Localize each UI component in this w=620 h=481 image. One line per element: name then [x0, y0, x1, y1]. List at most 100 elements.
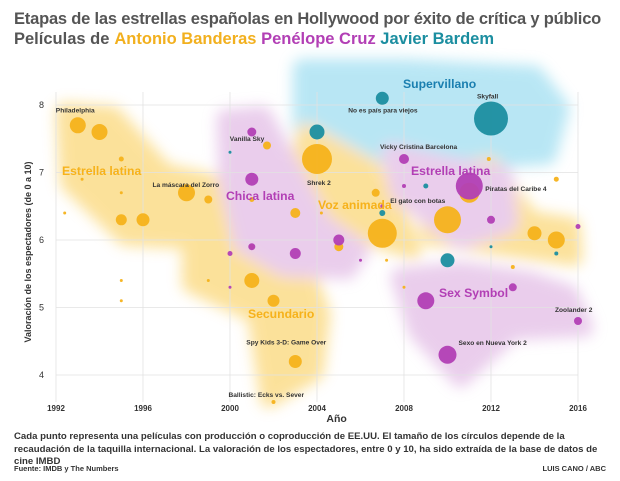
bubble-bardem — [440, 253, 455, 268]
bubble-banderas — [91, 124, 108, 140]
bubble-cruz — [380, 204, 385, 209]
film-label: Vicky Cristina Barcelona — [380, 144, 458, 151]
bubble-cruz — [575, 224, 581, 229]
bubble-bardem — [228, 150, 232, 154]
bubble-cruz — [508, 283, 517, 292]
bubble-banderas — [119, 279, 123, 282]
bubble-cruz — [245, 172, 259, 186]
bubble-banderas — [510, 265, 515, 269]
film-label: La máscara del Zorro — [153, 182, 220, 189]
bubble-chart: 4 5 6 7 8 1992 1996 2000 2004 2008 2012 2016 Año Valo… — [23, 58, 594, 425]
bubble-bardem — [375, 91, 389, 105]
bubble-cruz — [455, 172, 483, 200]
chart-title: Etapas de las estrellas españolas en Hol… — [14, 10, 602, 28]
bubble-cruz — [359, 258, 362, 262]
film-label: Vanilla Sky — [230, 136, 265, 143]
y-tick-label: 6 — [39, 235, 44, 245]
bubble-bardem — [554, 251, 559, 256]
bubble-banderas — [367, 218, 397, 248]
bubble-banderas — [486, 157, 491, 161]
bubble-cruz — [438, 345, 457, 364]
subtitle-prefix: Películas de — [14, 30, 110, 48]
bubble-banderas — [434, 206, 461, 234]
bubble-cruz — [248, 243, 256, 251]
bubble-banderas — [290, 208, 301, 218]
film-label: Skyfall — [477, 94, 498, 101]
bubble-banderas — [271, 400, 276, 404]
bubble-banderas — [371, 188, 380, 197]
film-label: Piratas del Caribe 4 — [485, 186, 547, 193]
zone-label: Chica latina — [226, 189, 295, 203]
bubble-bardem — [474, 101, 508, 136]
y-tick-label: 4 — [39, 370, 44, 380]
bubble-cruz — [574, 317, 582, 325]
bubble-banderas — [267, 294, 280, 307]
zone-label: Supervillano — [403, 77, 476, 91]
film-label: Spy Kids 3-D: Game Over — [246, 340, 326, 347]
bubble-banderas — [244, 273, 260, 288]
axes-layer: 4 5 6 7 8 1992 1996 2000 2004 2008 2012 2016 Año Valo… — [23, 100, 587, 425]
zone-shape — [181, 241, 331, 408]
footnote: Cada punto representa una películas con … — [14, 431, 598, 468]
film-label: Shrek 2 — [307, 180, 331, 187]
zone-label: Secundario — [248, 307, 314, 321]
film-label: Ballistic: Ecks vs. Sever — [229, 392, 305, 399]
bubble-bardem — [379, 210, 386, 216]
y-tick-label: 7 — [39, 168, 44, 178]
bubble-banderas — [115, 214, 127, 226]
x-tick-label: 2000 — [221, 404, 239, 413]
bubble-banderas — [204, 195, 213, 204]
zone-label: Voz animada — [318, 198, 392, 212]
legend-banderas: Antonio Banderas — [114, 30, 257, 48]
bubble-cruz — [227, 251, 233, 256]
bubble-banderas — [118, 156, 124, 162]
x-axis-label: Año — [326, 413, 346, 425]
credit: LUIS CANO / ABC — [542, 464, 606, 473]
y-axis-label: Valoración de los espectadores (de 0 a 1… — [23, 161, 33, 342]
film-label: El gato con botas — [390, 198, 445, 205]
bubble-banderas — [136, 213, 150, 227]
bubble-cruz — [399, 154, 409, 164]
x-tick-label: 1996 — [134, 404, 152, 413]
legend-cruz: Penélope Cruz — [261, 30, 376, 48]
zone-label: Sex Symbol — [439, 286, 508, 300]
bubble-banderas — [206, 279, 210, 282]
bubble-cruz — [333, 234, 345, 246]
x-tick-label: 2004 — [308, 404, 326, 413]
x-tick-label: 2012 — [482, 404, 500, 413]
bubble-bardem — [423, 183, 429, 189]
film-label: Sexo en Nueva York 2 — [459, 340, 528, 347]
bubble-banderas — [553, 176, 559, 182]
bubble-cruz — [487, 215, 495, 224]
film-label: Philadelphia — [56, 107, 95, 114]
bubble-banderas — [119, 191, 123, 195]
bubble-banderas — [319, 211, 323, 215]
bubble-banderas — [385, 258, 389, 262]
bubble-banderas — [263, 141, 271, 150]
x-tick-label: 2016 — [569, 404, 587, 413]
bubble-cruz — [289, 248, 301, 259]
zone-label: Estrella latina — [411, 164, 490, 178]
bubble-banderas — [288, 355, 302, 368]
x-tick-label: 1992 — [47, 404, 65, 413]
film-label: Zoolander 2 — [555, 307, 593, 314]
bubble-cruz — [228, 285, 232, 289]
bubble-banderas — [178, 184, 195, 202]
bubble-banderas — [63, 211, 67, 215]
x-tick-label: 2008 — [395, 404, 413, 413]
bubble-banderas — [527, 226, 542, 241]
zone-label: Estrella latina — [62, 164, 141, 178]
bubble-bardem — [309, 124, 325, 140]
source: Fuente: IMDB y The Numbers — [14, 464, 119, 473]
zone-shape — [216, 106, 370, 280]
legend-bardem: Javier Bardem — [380, 30, 495, 48]
y-tick-label: 5 — [39, 303, 44, 313]
chart-subtitle: Películas de Antonio Banderas Penélope Cr… — [14, 30, 494, 49]
y-tick-label: 8 — [39, 100, 44, 110]
bubble-banderas — [547, 231, 565, 249]
zone-shape — [382, 143, 518, 249]
zone-labels-layer: Estrella latina Voz animada Secundario Chic… — [62, 77, 508, 321]
bubble-banderas — [302, 144, 332, 174]
bubble-banderas — [119, 299, 123, 303]
labels-layer: Shrek 2 El gato con botas La máscara del Z… — [56, 94, 593, 400]
